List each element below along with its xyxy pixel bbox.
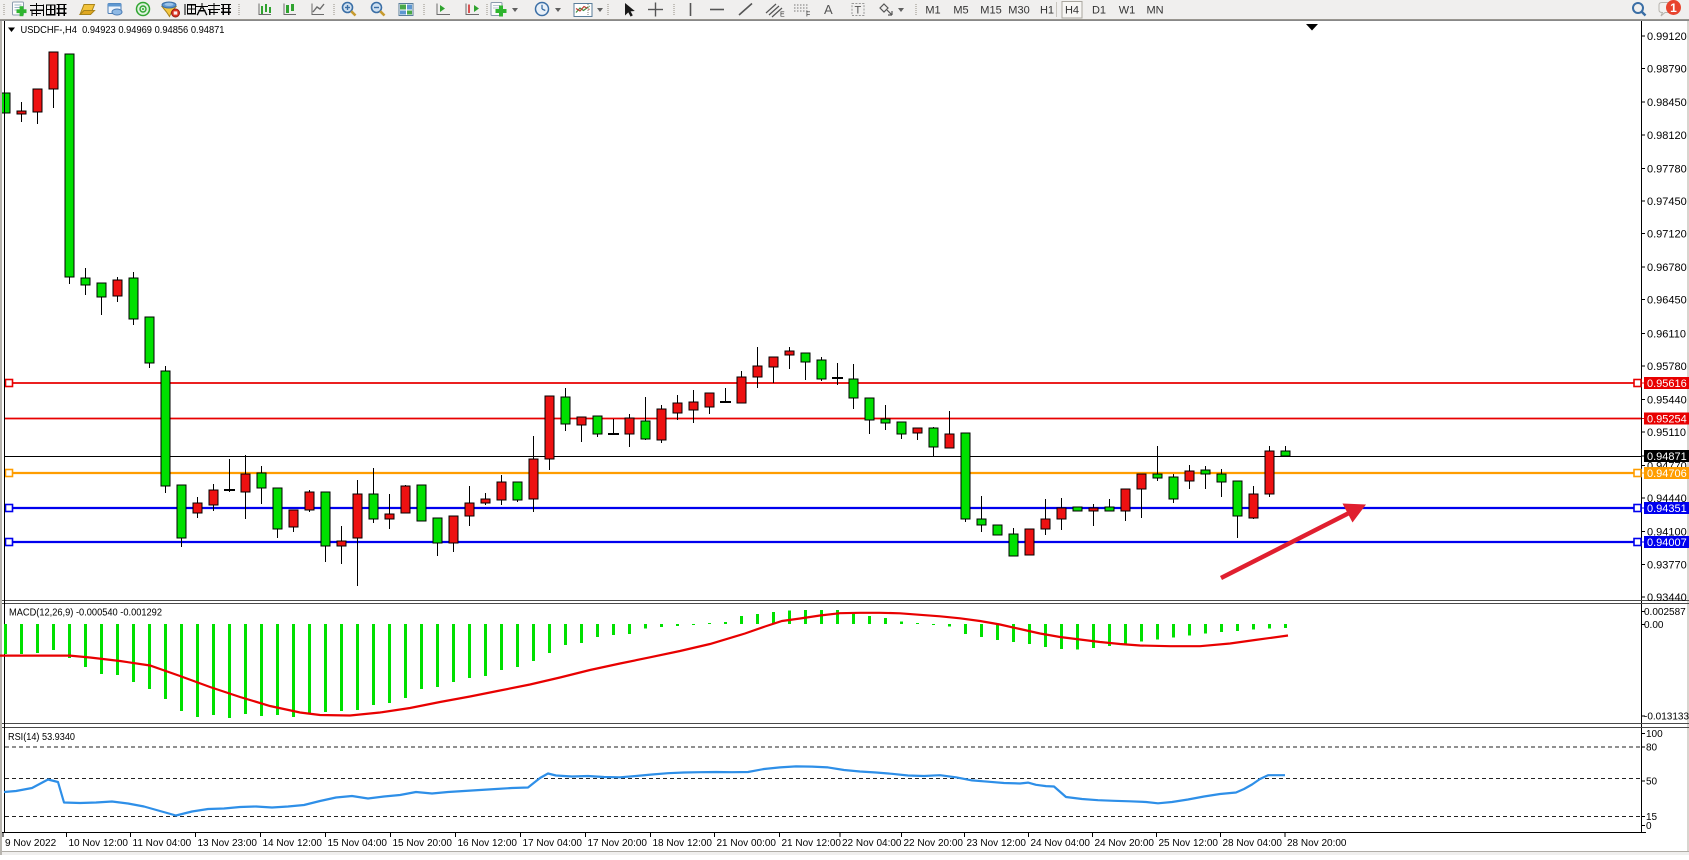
svg-text:-0.013133: -0.013133 <box>1644 712 1689 723</box>
svg-text:80: 80 <box>1646 743 1658 754</box>
svg-text:22 Nov 04:00: 22 Nov 04:00 <box>842 838 902 849</box>
svg-text:T: T <box>855 5 862 17</box>
svg-text:10 Nov 12:00: 10 Nov 12:00 <box>69 838 129 849</box>
svg-text:F: F <box>806 12 810 19</box>
svg-text:M30: M30 <box>1008 5 1029 17</box>
svg-text:11 Nov 04:00: 11 Nov 04:00 <box>133 838 192 849</box>
svg-text:0.95254: 0.95254 <box>1647 414 1687 426</box>
svg-text:MN: MN <box>1146 5 1163 17</box>
svg-text:0.98450: 0.98450 <box>1647 97 1687 109</box>
svg-text:18 Nov 12:00: 18 Nov 12:00 <box>653 838 713 849</box>
svg-text:0.94100: 0.94100 <box>1647 527 1687 539</box>
svg-text:0.99120: 0.99120 <box>1647 31 1687 43</box>
svg-text:25 Nov 12:00: 25 Nov 12:00 <box>1159 838 1219 849</box>
svg-text:22 Nov 20:00: 22 Nov 20:00 <box>904 838 964 849</box>
svg-text:0.96450: 0.96450 <box>1647 295 1687 307</box>
svg-text:0.97450: 0.97450 <box>1647 196 1687 208</box>
svg-text:24 Nov 04:00: 24 Nov 04:00 <box>1031 838 1091 849</box>
svg-text:100: 100 <box>1646 729 1663 740</box>
svg-text:MACD(12,26,9) -0.000540 -0.001: MACD(12,26,9) -0.000540 -0.001292 <box>9 608 162 619</box>
svg-text:A: A <box>824 2 833 17</box>
svg-text:0.94706: 0.94706 <box>1647 468 1687 480</box>
svg-text:0.002587: 0.002587 <box>1644 607 1686 618</box>
svg-text:14 Nov 12:00: 14 Nov 12:00 <box>263 838 323 849</box>
svg-text:17 Nov 20:00: 17 Nov 20:00 <box>588 838 648 849</box>
svg-text:15 Nov 20:00: 15 Nov 20:00 <box>393 838 453 849</box>
svg-text:0.94351: 0.94351 <box>1647 503 1687 515</box>
svg-text:RSI(14) 53.9340: RSI(14) 53.9340 <box>8 732 75 743</box>
svg-text:H1: H1 <box>1040 5 1054 17</box>
svg-text:M5: M5 <box>953 5 968 17</box>
svg-text:9 Nov 2022: 9 Nov 2022 <box>5 838 57 849</box>
svg-text:0.98790: 0.98790 <box>1647 64 1687 76</box>
svg-text:21 Nov 00:00: 21 Nov 00:00 <box>717 838 777 849</box>
svg-text:0.93440: 0.93440 <box>1647 592 1687 604</box>
svg-text:0.95616: 0.95616 <box>1647 378 1687 390</box>
svg-text:M15: M15 <box>980 5 1001 17</box>
svg-text:16 Nov 12:00: 16 Nov 12:00 <box>458 838 518 849</box>
svg-text:0.95440: 0.95440 <box>1647 394 1687 406</box>
svg-text:0.96110: 0.96110 <box>1647 328 1686 340</box>
svg-text:1: 1 <box>1670 1 1677 15</box>
svg-text:0.97780: 0.97780 <box>1647 163 1687 175</box>
svg-text:D1: D1 <box>1092 5 1106 17</box>
svg-text:USDCHF-,H4 0.94923 0.94969 0.: USDCHF-,H4 0.94923 0.94969 0.94856 0.948… <box>21 25 225 36</box>
svg-text:24 Nov 20:00: 24 Nov 20:00 <box>1095 838 1155 849</box>
svg-text:17 Nov 04:00: 17 Nov 04:00 <box>523 838 583 849</box>
svg-text:28 Nov 04:00: 28 Nov 04:00 <box>1223 838 1283 849</box>
svg-text:0.96780: 0.96780 <box>1647 262 1687 274</box>
svg-text:E: E <box>780 12 785 19</box>
svg-text:0.95110: 0.95110 <box>1647 427 1686 439</box>
svg-text:13 Nov 23:00: 13 Nov 23:00 <box>198 838 258 849</box>
svg-text:H4: H4 <box>1065 5 1079 17</box>
svg-text:W1: W1 <box>1119 5 1136 17</box>
svg-text:15: 15 <box>1646 812 1658 823</box>
svg-text:0.95780: 0.95780 <box>1647 361 1687 373</box>
svg-text:50: 50 <box>1646 777 1658 788</box>
svg-text:0.00: 0.00 <box>1644 620 1664 631</box>
svg-text:M1: M1 <box>925 5 940 17</box>
svg-text:23 Nov 12:00: 23 Nov 12:00 <box>967 838 1027 849</box>
svg-text:0: 0 <box>1646 821 1652 832</box>
svg-text:0.93770: 0.93770 <box>1647 559 1687 571</box>
svg-text:0.97120: 0.97120 <box>1647 229 1687 241</box>
svg-text:0.94007: 0.94007 <box>1647 537 1687 549</box>
svg-text:0.98120: 0.98120 <box>1647 130 1687 142</box>
svg-text:0.94871: 0.94871 <box>1647 451 1687 463</box>
svg-text:21 Nov 12:00: 21 Nov 12:00 <box>782 838 842 849</box>
svg-text:28 Nov 20:00: 28 Nov 20:00 <box>1287 838 1347 849</box>
svg-text:15 Nov 04:00: 15 Nov 04:00 <box>328 838 388 849</box>
